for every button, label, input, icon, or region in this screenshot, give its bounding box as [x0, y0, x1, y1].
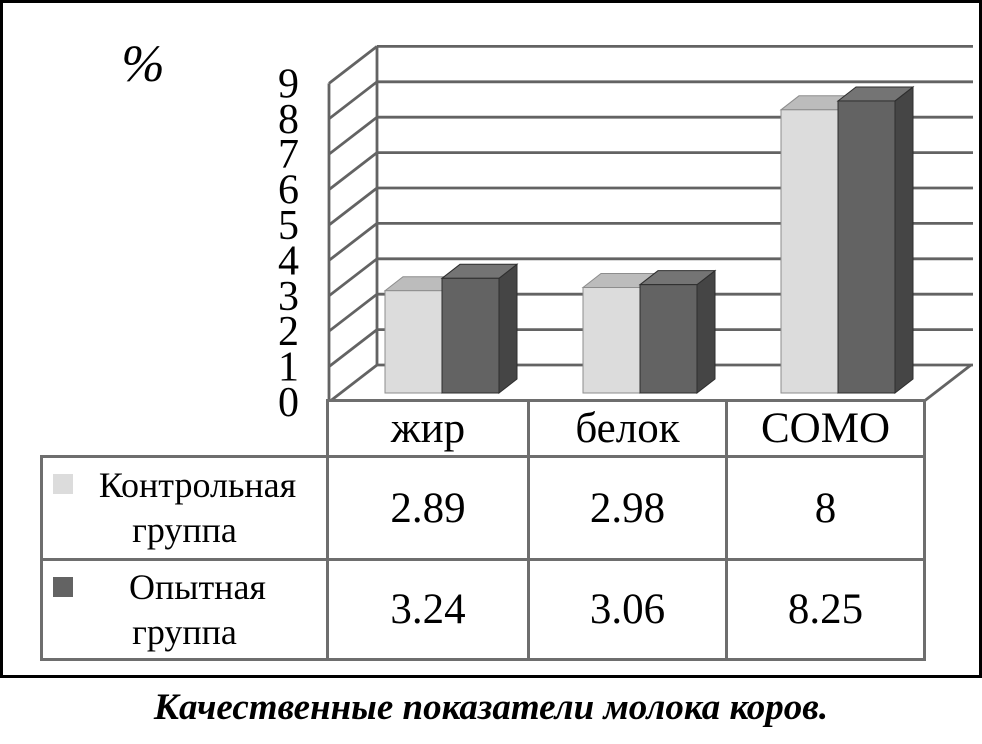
- bar-side-face: [498, 263, 518, 395]
- y-tick-label: 7: [278, 132, 299, 178]
- gridline-slant: [328, 116, 378, 156]
- gridline-slant: [328, 151, 378, 191]
- category-header-protein: белок: [527, 402, 725, 455]
- gridline-slant: [328, 186, 378, 227]
- table-values: 2.89 2.98 8 3.24 3.06 8.25: [326, 455, 926, 661]
- gridline-slant: [328, 80, 378, 120]
- value-cell-control-somo: 8: [725, 458, 923, 558]
- legend-label-line: группа: [132, 510, 237, 550]
- y-tick-label: 8: [278, 97, 299, 143]
- value-cell-control-fat: 2.89: [390, 484, 466, 532]
- bar-front-face: [639, 284, 698, 394]
- gridline-slant: [328, 363, 378, 404]
- legend-label-line: группа: [132, 611, 237, 652]
- legend-column: Контрольная группа Опытная группа: [40, 455, 329, 661]
- category-header-somo: СОМО: [725, 402, 923, 455]
- floor-right-edge: [922, 363, 972, 404]
- category-header-row: жир белок СОМО: [326, 399, 926, 458]
- y-axis-unit-label: %: [121, 36, 165, 93]
- y-tick-label: 9: [278, 61, 299, 107]
- bar-front-face: [582, 287, 641, 394]
- legend-label-line: Опытная: [129, 566, 266, 607]
- y-tick-label: 2: [278, 309, 299, 355]
- value-cell-experimental-fat: 3.24: [329, 558, 527, 658]
- y-tick-label: 1: [278, 345, 299, 391]
- legend-swatch-experimental-icon: [53, 577, 73, 597]
- bar-front-face: [837, 100, 896, 394]
- category-header-fat: жир: [390, 405, 466, 452]
- bar-front-face: [384, 290, 443, 394]
- legend-item-control-group: Контрольная группа: [43, 458, 326, 558]
- y-tick-label: 4: [278, 238, 299, 284]
- legend-label-line: Контрольная: [98, 465, 297, 505]
- bar-side-face: [894, 85, 914, 395]
- value-cell-experimental-somo: 8.25: [725, 558, 923, 658]
- y-tick-label: 0: [278, 380, 299, 426]
- y-tick-label: 3: [278, 274, 299, 320]
- gridline-slant: [328, 45, 378, 85]
- y-tick-label: 6: [278, 168, 299, 214]
- gridline-slant: [328, 222, 378, 262]
- bar-side-face: [696, 269, 716, 395]
- gridline-slant: [328, 257, 378, 297]
- legend-item-experimental-group: Опытная группа: [43, 558, 326, 658]
- legend-swatch-control-icon: [53, 474, 73, 494]
- gridline-slant: [328, 293, 378, 333]
- y-tick-label: 5: [278, 203, 299, 249]
- gridline-slant: [328, 328, 378, 368]
- bar-front-face: [441, 277, 500, 394]
- value-cell-experimental-protein: 3.06: [527, 558, 725, 658]
- figure-caption: Качественные показатели молока коров.: [153, 687, 829, 728]
- value-cell-control-protein: 2.98: [527, 458, 725, 558]
- bar-front-face: [780, 109, 839, 394]
